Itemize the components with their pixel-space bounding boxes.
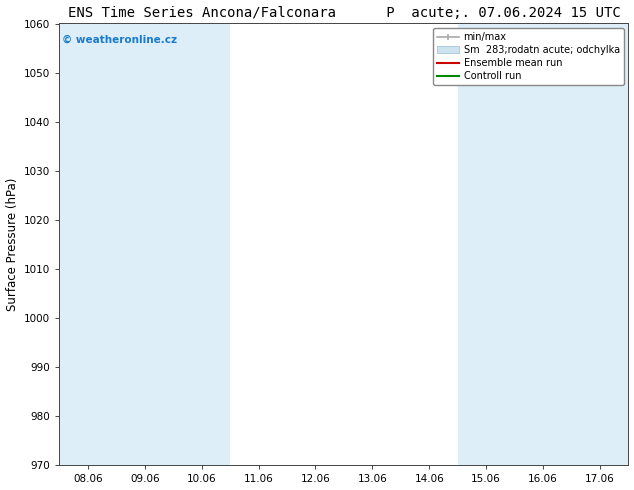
- Legend: min/max, Sm  283;rodatn acute; odchylka, Ensemble mean run, Controll run: min/max, Sm 283;rodatn acute; odchylka, …: [434, 28, 624, 85]
- Bar: [571, 24, 628, 465]
- Bar: [515, 24, 571, 465]
- Bar: [458, 24, 515, 465]
- Bar: [173, 24, 230, 465]
- Text: © weatheronline.cz: © weatheronline.cz: [62, 35, 178, 45]
- Bar: [116, 24, 173, 465]
- Y-axis label: Surface Pressure (hPa): Surface Pressure (hPa): [6, 178, 18, 311]
- Bar: [60, 24, 116, 465]
- Title: ENS Time Series Ancona/Falconara      P  acute;. 07.06.2024 15 UTC: ENS Time Series Ancona/Falconara P acute…: [68, 5, 620, 20]
